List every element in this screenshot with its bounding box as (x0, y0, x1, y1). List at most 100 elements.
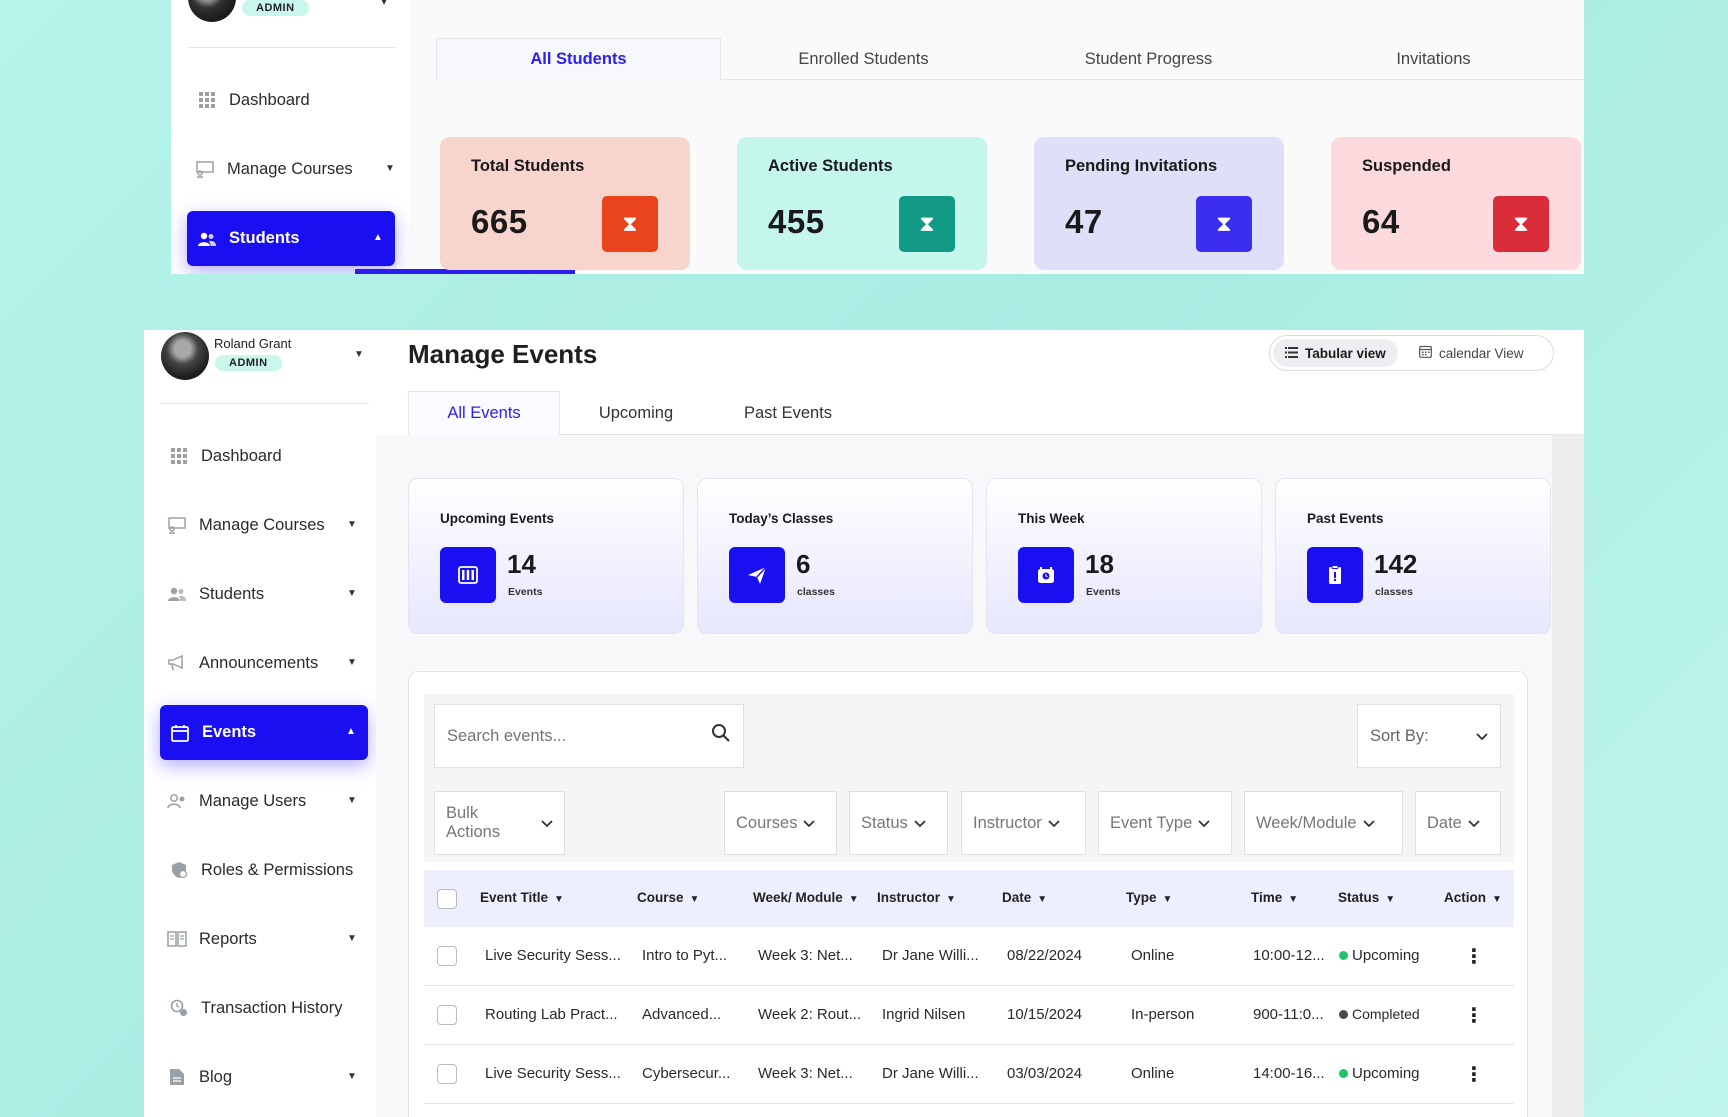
events-table-card: Sort By: Bulk Actions Courses Status (408, 671, 1528, 1117)
dropdown-label: Date (1427, 813, 1462, 832)
sidebar-item-dashboard[interactable]: Dashboard (169, 446, 282, 466)
hourglass-icon: ⧗ (602, 196, 658, 252)
sidebar-item-events[interactable]: Events ▲ (160, 705, 368, 760)
row-checkbox[interactable] (437, 1005, 457, 1025)
courses-filter[interactable]: Courses (724, 791, 837, 855)
more-vertical-icon[interactable]: ⋮ (1464, 1064, 1484, 1086)
column-label: Week/ Module (753, 890, 843, 905)
instructor-filter[interactable]: Instructor (961, 791, 1086, 855)
select-all-checkbox[interactable] (437, 889, 457, 909)
stat-value: 665 (471, 203, 528, 240)
stat-label: Suspended (1362, 157, 1451, 175)
tab-past-events[interactable]: Past Events (743, 403, 833, 422)
tab-enrolled-students[interactable]: Enrolled Students (798, 49, 929, 68)
stat-value: 6 (796, 549, 811, 579)
alarm-icon (1018, 547, 1074, 603)
column-header-status[interactable]: Status ▼ (1338, 890, 1395, 905)
users-icon (197, 231, 217, 247)
table-row[interactable]: Live Security Sess... Intro to Pyt... We… (424, 927, 1514, 986)
cell-event-title: Live Security Sess... (485, 1065, 621, 1082)
sort-by-dropdown[interactable]: Sort By: (1357, 704, 1501, 768)
divider (161, 403, 369, 404)
sidebar: Roland Grant ADMIN ▼ Dashboard Manage Co… (144, 330, 376, 1117)
sidebar-item-manage-courses[interactable]: Manage Courses ▼ (195, 159, 395, 179)
status-filter[interactable]: Status (849, 791, 948, 855)
status-label: Completed (1352, 1006, 1420, 1022)
column-header-type[interactable]: Type ▼ (1126, 890, 1172, 905)
clipboard-icon (1307, 547, 1363, 603)
column-label: Date (1002, 890, 1032, 905)
book-icon (167, 929, 187, 949)
tab-all-events[interactable]: All Events (408, 391, 560, 435)
tabular-view-button[interactable]: Tabular view (1273, 339, 1398, 367)
bulk-actions-dropdown[interactable]: Bulk Actions (434, 791, 565, 855)
cell-course: Advanced... (642, 1006, 722, 1023)
column-header-week-module[interactable]: Week/ Module ▼ (753, 890, 859, 905)
scrollbar[interactable] (1552, 435, 1584, 1117)
caret-down-icon: ▼ (347, 1071, 357, 1082)
sidebar-item-label: Roles & Permissions (201, 860, 354, 879)
date-filter[interactable]: Date (1415, 791, 1501, 855)
avatar[interactable] (188, 0, 236, 22)
calendar-view-button[interactable]: calendar View (1407, 339, 1536, 367)
tab-student-progress[interactable]: Student Progress (1084, 49, 1213, 68)
more-vertical-icon[interactable]: ⋮ (1464, 946, 1484, 968)
event-type-filter[interactable]: Event Type (1098, 791, 1232, 855)
tab-invitations[interactable]: Invitations (1396, 49, 1471, 68)
avatar[interactable] (161, 332, 209, 380)
sidebar-item-label: Blog (199, 1067, 233, 1086)
stat-value: 64 (1362, 203, 1400, 240)
page-title: Manage Events (408, 339, 598, 369)
sidebar-item-roles-permissions[interactable]: Roles & Permissions (169, 860, 353, 880)
cell-instructor: Dr Jane Willi... (882, 947, 979, 964)
sidebar-item-blog[interactable]: Blog ▼ (167, 1067, 367, 1087)
stat-value: 47 (1065, 203, 1103, 240)
column-header-event-title[interactable]: Event Title ▼ (480, 890, 564, 905)
stat-unit: Events (508, 586, 543, 598)
sidebar-item-transaction-history[interactable]: Transaction History (169, 998, 343, 1018)
search-input[interactable] (447, 726, 711, 746)
cell-type: Online (1131, 1065, 1175, 1082)
row-checkbox[interactable] (437, 946, 457, 966)
cell-date: 10/15/2024 (1007, 1006, 1083, 1023)
sidebar-item-label: Events (202, 723, 257, 741)
dropdown-label: Bulk Actions (446, 804, 501, 841)
table-row[interactable]: Routing Lab Pract... Advanced... Week 2:… (424, 986, 1514, 1045)
tab-upcoming[interactable]: Upcoming (598, 403, 674, 422)
chevron-down-icon[interactable]: ▾ (381, 0, 388, 8)
more-vertical-icon[interactable]: ⋮ (1464, 1005, 1484, 1027)
sidebar-item-manage-users[interactable]: Manage Users ▼ (167, 791, 367, 811)
sidebar-item-dashboard[interactable]: Dashboard (197, 90, 310, 110)
sidebar-item-manage-courses[interactable]: Manage Courses ▼ (167, 515, 367, 535)
search-field[interactable] (434, 704, 744, 768)
status-label: Upcoming (1352, 947, 1420, 964)
sidebar-item-students[interactable]: Students ▲ (187, 211, 395, 266)
row-checkbox[interactable] (437, 1064, 457, 1084)
sidebar-item-announcements[interactable]: Announcements ▼ (167, 653, 367, 673)
caret-down-icon: ▼ (347, 519, 357, 530)
role-badge: ADMIN (215, 355, 282, 371)
column-header-date[interactable]: Date ▼ (1002, 890, 1047, 905)
column-header-action[interactable]: Action ▼ (1444, 890, 1502, 905)
sidebar-item-label: Manage Users (199, 791, 307, 810)
column-header-instructor[interactable]: Instructor ▼ (877, 890, 956, 905)
column-header-course[interactable]: Course ▼ (637, 890, 699, 905)
week-module-filter[interactable]: Week/Module (1244, 791, 1403, 855)
status-label: Upcoming (1352, 1065, 1420, 1082)
table-row[interactable]: Live Security Sess... Cybersecur... Week… (424, 1045, 1514, 1104)
tab-all-students[interactable]: All Students (436, 38, 721, 80)
column-label: Course (637, 890, 684, 905)
sidebar-item-students[interactable]: Students ▼ (167, 584, 367, 604)
filter-bar: Sort By: Bulk Actions Courses Status (424, 694, 1514, 862)
sidebar-item-reports[interactable]: Reports ▼ (167, 929, 367, 949)
column-header-time[interactable]: Time ▼ (1251, 890, 1298, 905)
cell-time: 14:00-16... (1253, 1065, 1325, 1082)
hourglass-icon: ⧗ (899, 196, 955, 252)
status-dot (1339, 1069, 1348, 1078)
sidebar-item-label: Dashboard (201, 446, 282, 465)
stat-unit: classes (1375, 586, 1413, 598)
search-icon[interactable] (711, 723, 731, 749)
paper-plane-icon (729, 547, 785, 603)
caret-down-icon[interactable]: ▼ (354, 349, 364, 360)
cell-week-module: Week 3: Net... (758, 1065, 853, 1082)
